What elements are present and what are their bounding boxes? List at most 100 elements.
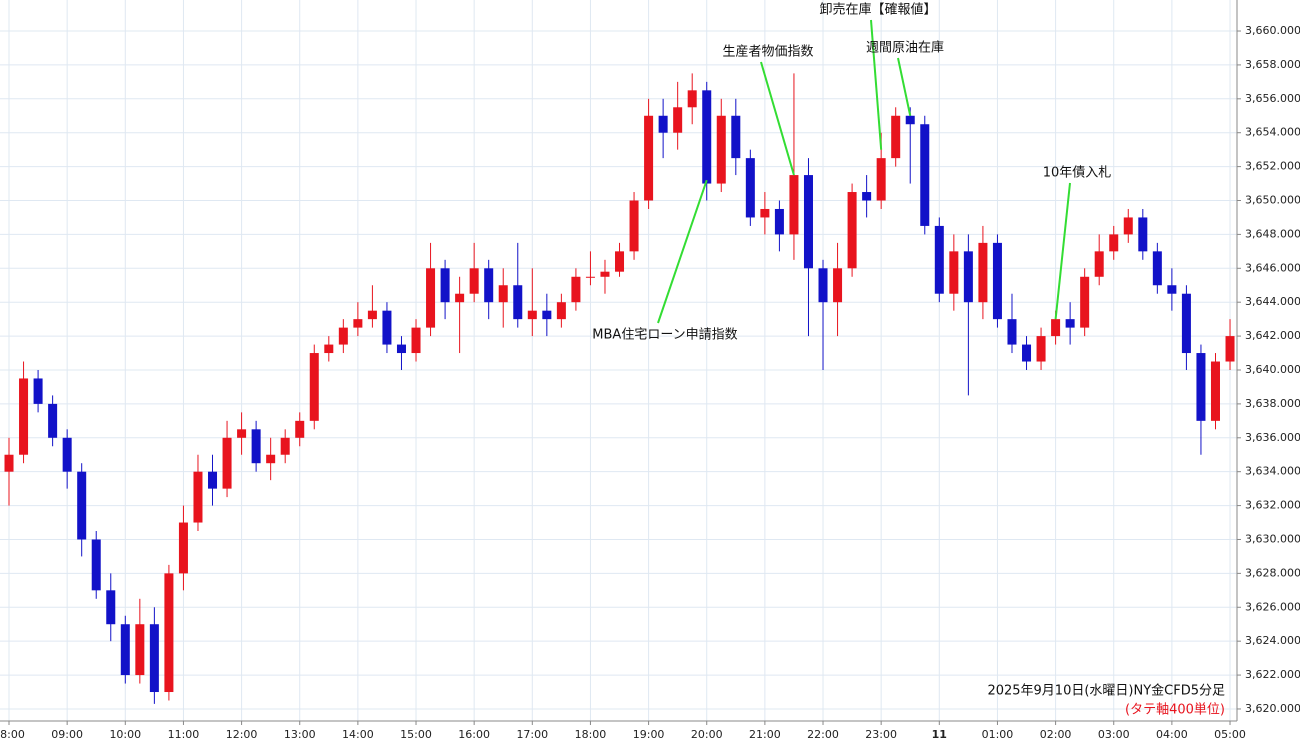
candle-body xyxy=(4,454,14,472)
annotation: 週間原油在庫 xyxy=(866,41,944,56)
candle-body xyxy=(891,115,901,159)
annotation: 生産者物価指数 xyxy=(722,44,813,60)
x-tick-label: 13:00 xyxy=(284,728,316,741)
candle-body xyxy=(600,271,610,277)
candle-body xyxy=(266,454,276,464)
candle-body xyxy=(1196,353,1206,421)
x-tick-label: 22:00 xyxy=(807,728,839,741)
y-tick-label: 3,636.000 xyxy=(1245,431,1300,444)
y-tick-label: 3,620.000 xyxy=(1245,702,1300,715)
candle-body xyxy=(745,158,755,218)
x-tick-label: 21:00 xyxy=(749,728,781,741)
candle-body xyxy=(237,429,247,438)
candle-body xyxy=(48,403,58,438)
candle-body xyxy=(862,192,872,201)
x-tick-label: 20:00 xyxy=(691,728,723,741)
y-tick-label: 3,628.000 xyxy=(1245,566,1300,579)
candle-body xyxy=(992,242,1002,320)
candle-body xyxy=(920,124,930,226)
candle-body xyxy=(527,310,537,320)
candle-body xyxy=(934,225,944,294)
candle-body xyxy=(513,285,523,320)
candle-body xyxy=(1022,344,1032,362)
candle-body xyxy=(1152,251,1162,286)
x-tick-label: 10:00 xyxy=(109,728,141,741)
y-tick-label: 3,632.000 xyxy=(1245,499,1300,512)
candle-body xyxy=(309,353,319,421)
candle-body xyxy=(585,276,595,278)
candle-body xyxy=(774,208,784,235)
candle-body xyxy=(324,344,334,354)
candle-body xyxy=(280,437,290,455)
candle-body xyxy=(455,293,465,303)
candle-body xyxy=(905,115,915,125)
candle-body xyxy=(396,344,406,354)
candle-body xyxy=(615,251,625,272)
candle-body xyxy=(731,115,741,159)
y-tick-label: 3,658.000 xyxy=(1245,58,1300,71)
candle-body xyxy=(19,378,29,455)
y-tick-label: 3,622.000 xyxy=(1245,668,1300,681)
x-tick-label: 05:00 xyxy=(1214,728,1246,741)
x-tick-label: 16:00 xyxy=(458,728,490,741)
x-tick-label: 23:00 xyxy=(865,728,897,741)
annotation: 10年債入札 xyxy=(1043,166,1112,181)
annotation: MBA住宅ローン申請指数 xyxy=(592,328,737,343)
annotation: 卸売在庫【確報値】 xyxy=(819,2,936,18)
candle-body xyxy=(62,437,72,472)
candle-body xyxy=(338,327,348,345)
candle-body xyxy=(789,175,799,235)
caption-note: (タテ軸400単位) xyxy=(1125,702,1225,718)
y-tick-label: 3,654.000 xyxy=(1245,126,1300,139)
x-tick-label: 01:00 xyxy=(982,728,1014,741)
candle-body xyxy=(556,302,566,320)
candle-body xyxy=(484,268,494,303)
y-tick-label: 3,638.000 xyxy=(1245,397,1300,410)
annotation-line xyxy=(760,61,795,176)
annotation-line xyxy=(657,179,708,324)
candle-body xyxy=(1225,336,1235,362)
candle-body xyxy=(1080,276,1090,328)
y-tick-label: 3,626.000 xyxy=(1245,600,1300,613)
candle-body xyxy=(208,471,218,489)
candle-body xyxy=(803,175,813,269)
x-tick-label: 04:00 xyxy=(1156,728,1188,741)
candle-body xyxy=(251,429,261,464)
candle-body xyxy=(367,310,377,320)
candle-body xyxy=(702,90,712,184)
candle-body xyxy=(658,115,668,133)
candle-body xyxy=(33,378,43,404)
candle-body xyxy=(1181,293,1191,354)
x-tick-label: 17:00 xyxy=(516,728,548,741)
candle-body xyxy=(978,242,988,303)
x-tick-label: 11 xyxy=(932,728,947,741)
candle-body xyxy=(426,268,436,328)
candle-body xyxy=(687,90,697,108)
x-tick-label: 15:00 xyxy=(400,728,432,741)
candle-body xyxy=(382,310,392,345)
candle-body xyxy=(847,192,857,269)
candle-body xyxy=(1094,251,1104,277)
y-tick-label: 3,630.000 xyxy=(1245,532,1300,545)
x-tick-label: 02:00 xyxy=(1040,728,1072,741)
y-tick-label: 3,648.000 xyxy=(1245,227,1300,240)
candle-body xyxy=(1036,336,1046,362)
candle-body xyxy=(106,590,116,625)
candle-body xyxy=(91,539,101,591)
x-tick-label: 11:00 xyxy=(168,728,200,741)
y-tick-label: 3,644.000 xyxy=(1245,295,1300,308)
x-tick-label: 19:00 xyxy=(633,728,665,741)
candle-body xyxy=(193,471,203,523)
candle-body xyxy=(178,522,188,574)
candle-body xyxy=(760,208,770,218)
y-tick-label: 3,624.000 xyxy=(1245,634,1300,647)
candle-body xyxy=(818,268,828,303)
candle-body xyxy=(876,158,886,201)
y-tick-label: 3,640.000 xyxy=(1245,363,1300,376)
candle-body xyxy=(1007,319,1017,345)
y-tick-label: 3,652.000 xyxy=(1245,160,1300,173)
y-tick-label: 3,642.000 xyxy=(1245,329,1300,342)
caption: 2025年9月10日(水曜日)NY金CFD5分足 xyxy=(987,683,1225,699)
candle-body xyxy=(295,420,305,438)
